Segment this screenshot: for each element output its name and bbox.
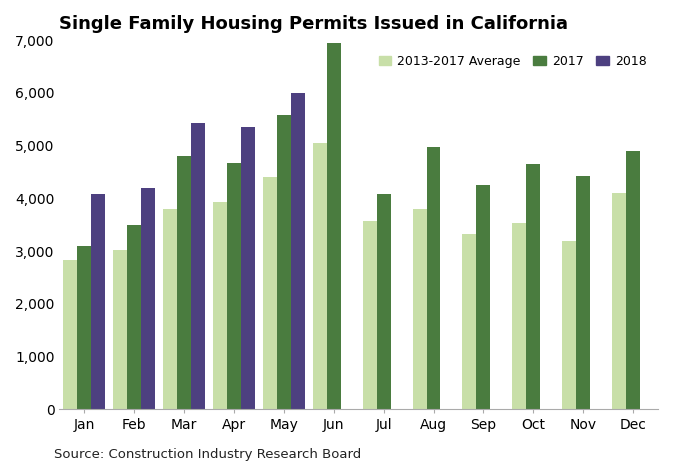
Bar bbox=[191, 123, 205, 409]
Legend: 2013-2017 Average, 2017, 2018: 2013-2017 Average, 2017, 2018 bbox=[374, 50, 651, 73]
Bar bbox=[77, 246, 92, 409]
Bar bbox=[127, 225, 141, 409]
Bar bbox=[377, 194, 390, 409]
Bar bbox=[241, 127, 255, 409]
Bar bbox=[163, 209, 177, 409]
Bar bbox=[562, 240, 576, 409]
Bar bbox=[626, 151, 640, 409]
Bar bbox=[291, 93, 305, 409]
Bar bbox=[462, 234, 476, 409]
Text: Single Family Housing Permits Issued in California: Single Family Housing Permits Issued in … bbox=[59, 15, 569, 33]
Bar bbox=[227, 163, 241, 409]
Bar bbox=[413, 209, 427, 409]
Bar bbox=[363, 221, 377, 409]
Text: Source: Construction Industry Research Board: Source: Construction Industry Research B… bbox=[54, 448, 361, 461]
Bar bbox=[512, 223, 526, 409]
Bar bbox=[313, 143, 327, 409]
Bar bbox=[92, 194, 105, 409]
Bar bbox=[427, 147, 441, 409]
Bar bbox=[277, 115, 291, 409]
Bar bbox=[612, 193, 626, 409]
Bar bbox=[526, 164, 540, 409]
Bar bbox=[213, 202, 227, 409]
Bar bbox=[263, 177, 277, 409]
Bar bbox=[327, 43, 341, 409]
Bar bbox=[63, 260, 77, 409]
Bar bbox=[177, 156, 191, 409]
Bar bbox=[113, 250, 127, 409]
Bar bbox=[476, 185, 491, 409]
Bar bbox=[576, 176, 590, 409]
Bar bbox=[141, 188, 155, 409]
